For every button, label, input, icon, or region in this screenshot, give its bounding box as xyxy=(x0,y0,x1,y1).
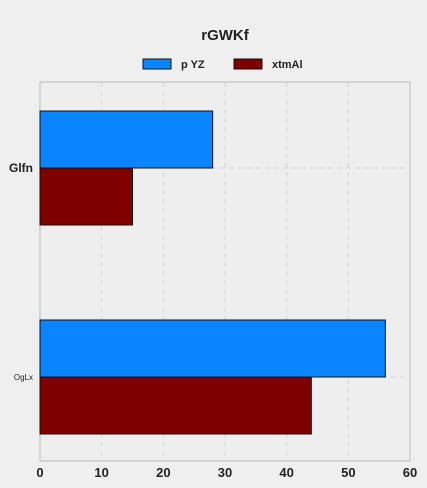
bar-xtmal-glfn xyxy=(40,168,133,225)
bar-xtmal-oglx xyxy=(40,377,311,434)
y-tick-label: OgLx xyxy=(14,373,33,382)
x-tick-label: 60 xyxy=(403,465,417,480)
x-tick-label: 20 xyxy=(156,465,170,480)
legend: p YZ xtmAl xyxy=(143,59,303,71)
x-tick-label: 0 xyxy=(36,465,43,480)
x-axis-ticks: 0 10 20 30 40 50 60 xyxy=(36,465,417,480)
chart-title: rGWKf xyxy=(201,27,249,44)
x-tick-label: 40 xyxy=(279,465,293,480)
legend-swatch-xtmal xyxy=(234,59,262,69)
x-tick-label: 30 xyxy=(218,465,232,480)
legend-swatch-p-yz xyxy=(143,59,171,69)
bar-p-yz-oglx xyxy=(40,320,385,377)
legend-label-xtmal: xtmAl xyxy=(272,59,303,71)
y-tick-label: Glfn xyxy=(9,161,33,175)
y-axis-ticks: Glfn OgLx xyxy=(9,161,33,382)
x-tick-label: 10 xyxy=(94,465,108,480)
x-tick-label: 50 xyxy=(341,465,355,480)
legend-label-p-yz: p YZ xyxy=(181,59,205,71)
bar-p-yz-glfn xyxy=(40,111,213,168)
